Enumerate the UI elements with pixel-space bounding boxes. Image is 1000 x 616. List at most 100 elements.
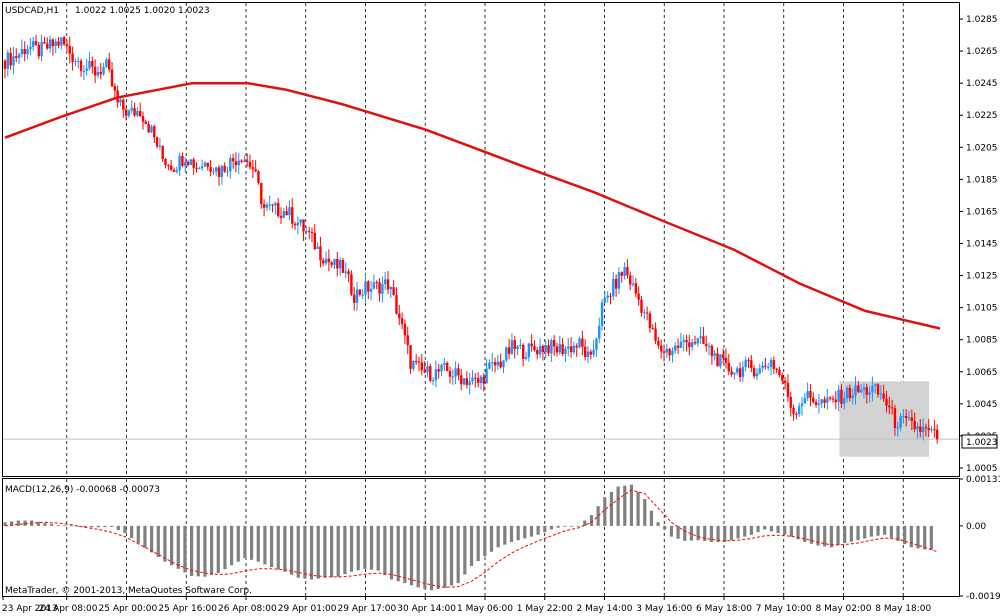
candle	[212, 167, 215, 176]
macd-bar	[143, 525, 147, 548]
macd-bar	[556, 525, 560, 528]
candle	[736, 365, 739, 376]
macd-bar	[389, 525, 394, 580]
candle	[626, 259, 629, 279]
candle	[338, 257, 342, 276]
macd-bar	[336, 525, 340, 577]
candle	[51, 38, 55, 56]
candle	[37, 41, 40, 60]
candle	[220, 164, 224, 185]
candle	[645, 306, 649, 321]
x-tick-label: 6 May 18:00	[696, 604, 752, 614]
macd-bar	[543, 525, 547, 533]
x-tick-label: 8 May 18:00	[875, 604, 931, 614]
candle	[882, 384, 885, 402]
candle	[43, 36, 46, 44]
candle	[471, 370, 474, 385]
macd-bar	[329, 525, 334, 578]
macd-bar	[396, 525, 400, 582]
candle	[172, 167, 176, 173]
macd-bar	[216, 525, 220, 574]
candle	[68, 36, 71, 64]
macd-bar	[116, 525, 120, 530]
macd-bar	[156, 525, 160, 557]
macd-bar	[249, 525, 254, 560]
candle	[417, 356, 421, 372]
macd-bar	[623, 485, 627, 526]
macd-bar	[150, 525, 154, 553]
candle	[161, 145, 164, 163]
candle	[755, 368, 759, 380]
candle	[217, 164, 221, 186]
candle	[488, 359, 491, 370]
candle	[629, 271, 632, 291]
candle	[902, 409, 905, 424]
candle	[192, 157, 195, 175]
macd-axis[interactable]: 0.00131 0.00 -0.00196	[959, 475, 1000, 602]
candle	[612, 271, 615, 301]
macd-bar	[589, 515, 594, 526]
candle	[74, 58, 77, 67]
macd-bar	[369, 525, 374, 570]
candle	[392, 280, 395, 296]
candle	[843, 391, 846, 410]
candle	[806, 382, 809, 401]
candle	[876, 382, 880, 398]
candle	[857, 381, 860, 394]
candle	[350, 270, 353, 297]
candle	[167, 164, 170, 171]
candle	[54, 38, 57, 54]
candle	[200, 159, 204, 171]
candle	[48, 35, 52, 53]
candle	[265, 202, 269, 212]
candle	[91, 56, 94, 74]
candle	[631, 275, 635, 287]
macd-panel-frame[interactable]	[2, 478, 960, 597]
x-tick-label: 26 Apr 08:00	[218, 604, 277, 614]
macd-bar	[463, 525, 467, 575]
candle	[358, 289, 362, 297]
macd-bar	[909, 525, 913, 548]
candle	[865, 383, 868, 404]
candle	[319, 236, 322, 268]
macd-bar	[696, 525, 700, 541]
macd-bar	[136, 525, 140, 544]
candle	[885, 390, 888, 413]
candle	[347, 268, 350, 283]
candle	[859, 383, 863, 394]
candle	[676, 338, 680, 355]
macd-bar	[809, 525, 813, 544]
candle	[547, 339, 550, 357]
candle	[414, 354, 418, 365]
candle	[178, 152, 181, 177]
candle	[285, 205, 288, 216]
macd-bar	[409, 525, 414, 586]
macd-bar	[323, 525, 327, 578]
macd-bar	[836, 525, 840, 546]
macd-bar	[723, 525, 727, 542]
candle	[713, 350, 716, 361]
price-axis[interactable]: 1.0285 1.0265 1.0245 1.0225 1.0205 1.0185 1.01…	[959, 15, 998, 474]
candle	[398, 304, 401, 326]
price-panel-frame[interactable]	[2, 2, 960, 477]
y-tick-label: 1.0265	[966, 47, 998, 57]
y-tick-label: 1.0125	[966, 272, 998, 282]
candle	[465, 371, 469, 389]
candle	[336, 251, 339, 277]
candle	[127, 109, 131, 118]
candle	[927, 418, 930, 438]
candle	[375, 280, 378, 290]
candle	[144, 119, 148, 125]
candle	[260, 182, 263, 209]
candle	[310, 227, 314, 243]
candle	[541, 344, 545, 361]
candle	[451, 369, 454, 385]
macd-bar	[796, 525, 800, 540]
macd-bar	[863, 525, 867, 539]
candle	[245, 153, 249, 167]
candle	[555, 342, 559, 357]
x-tick-label: 3 May 16:00	[636, 604, 692, 614]
candle	[586, 345, 590, 364]
